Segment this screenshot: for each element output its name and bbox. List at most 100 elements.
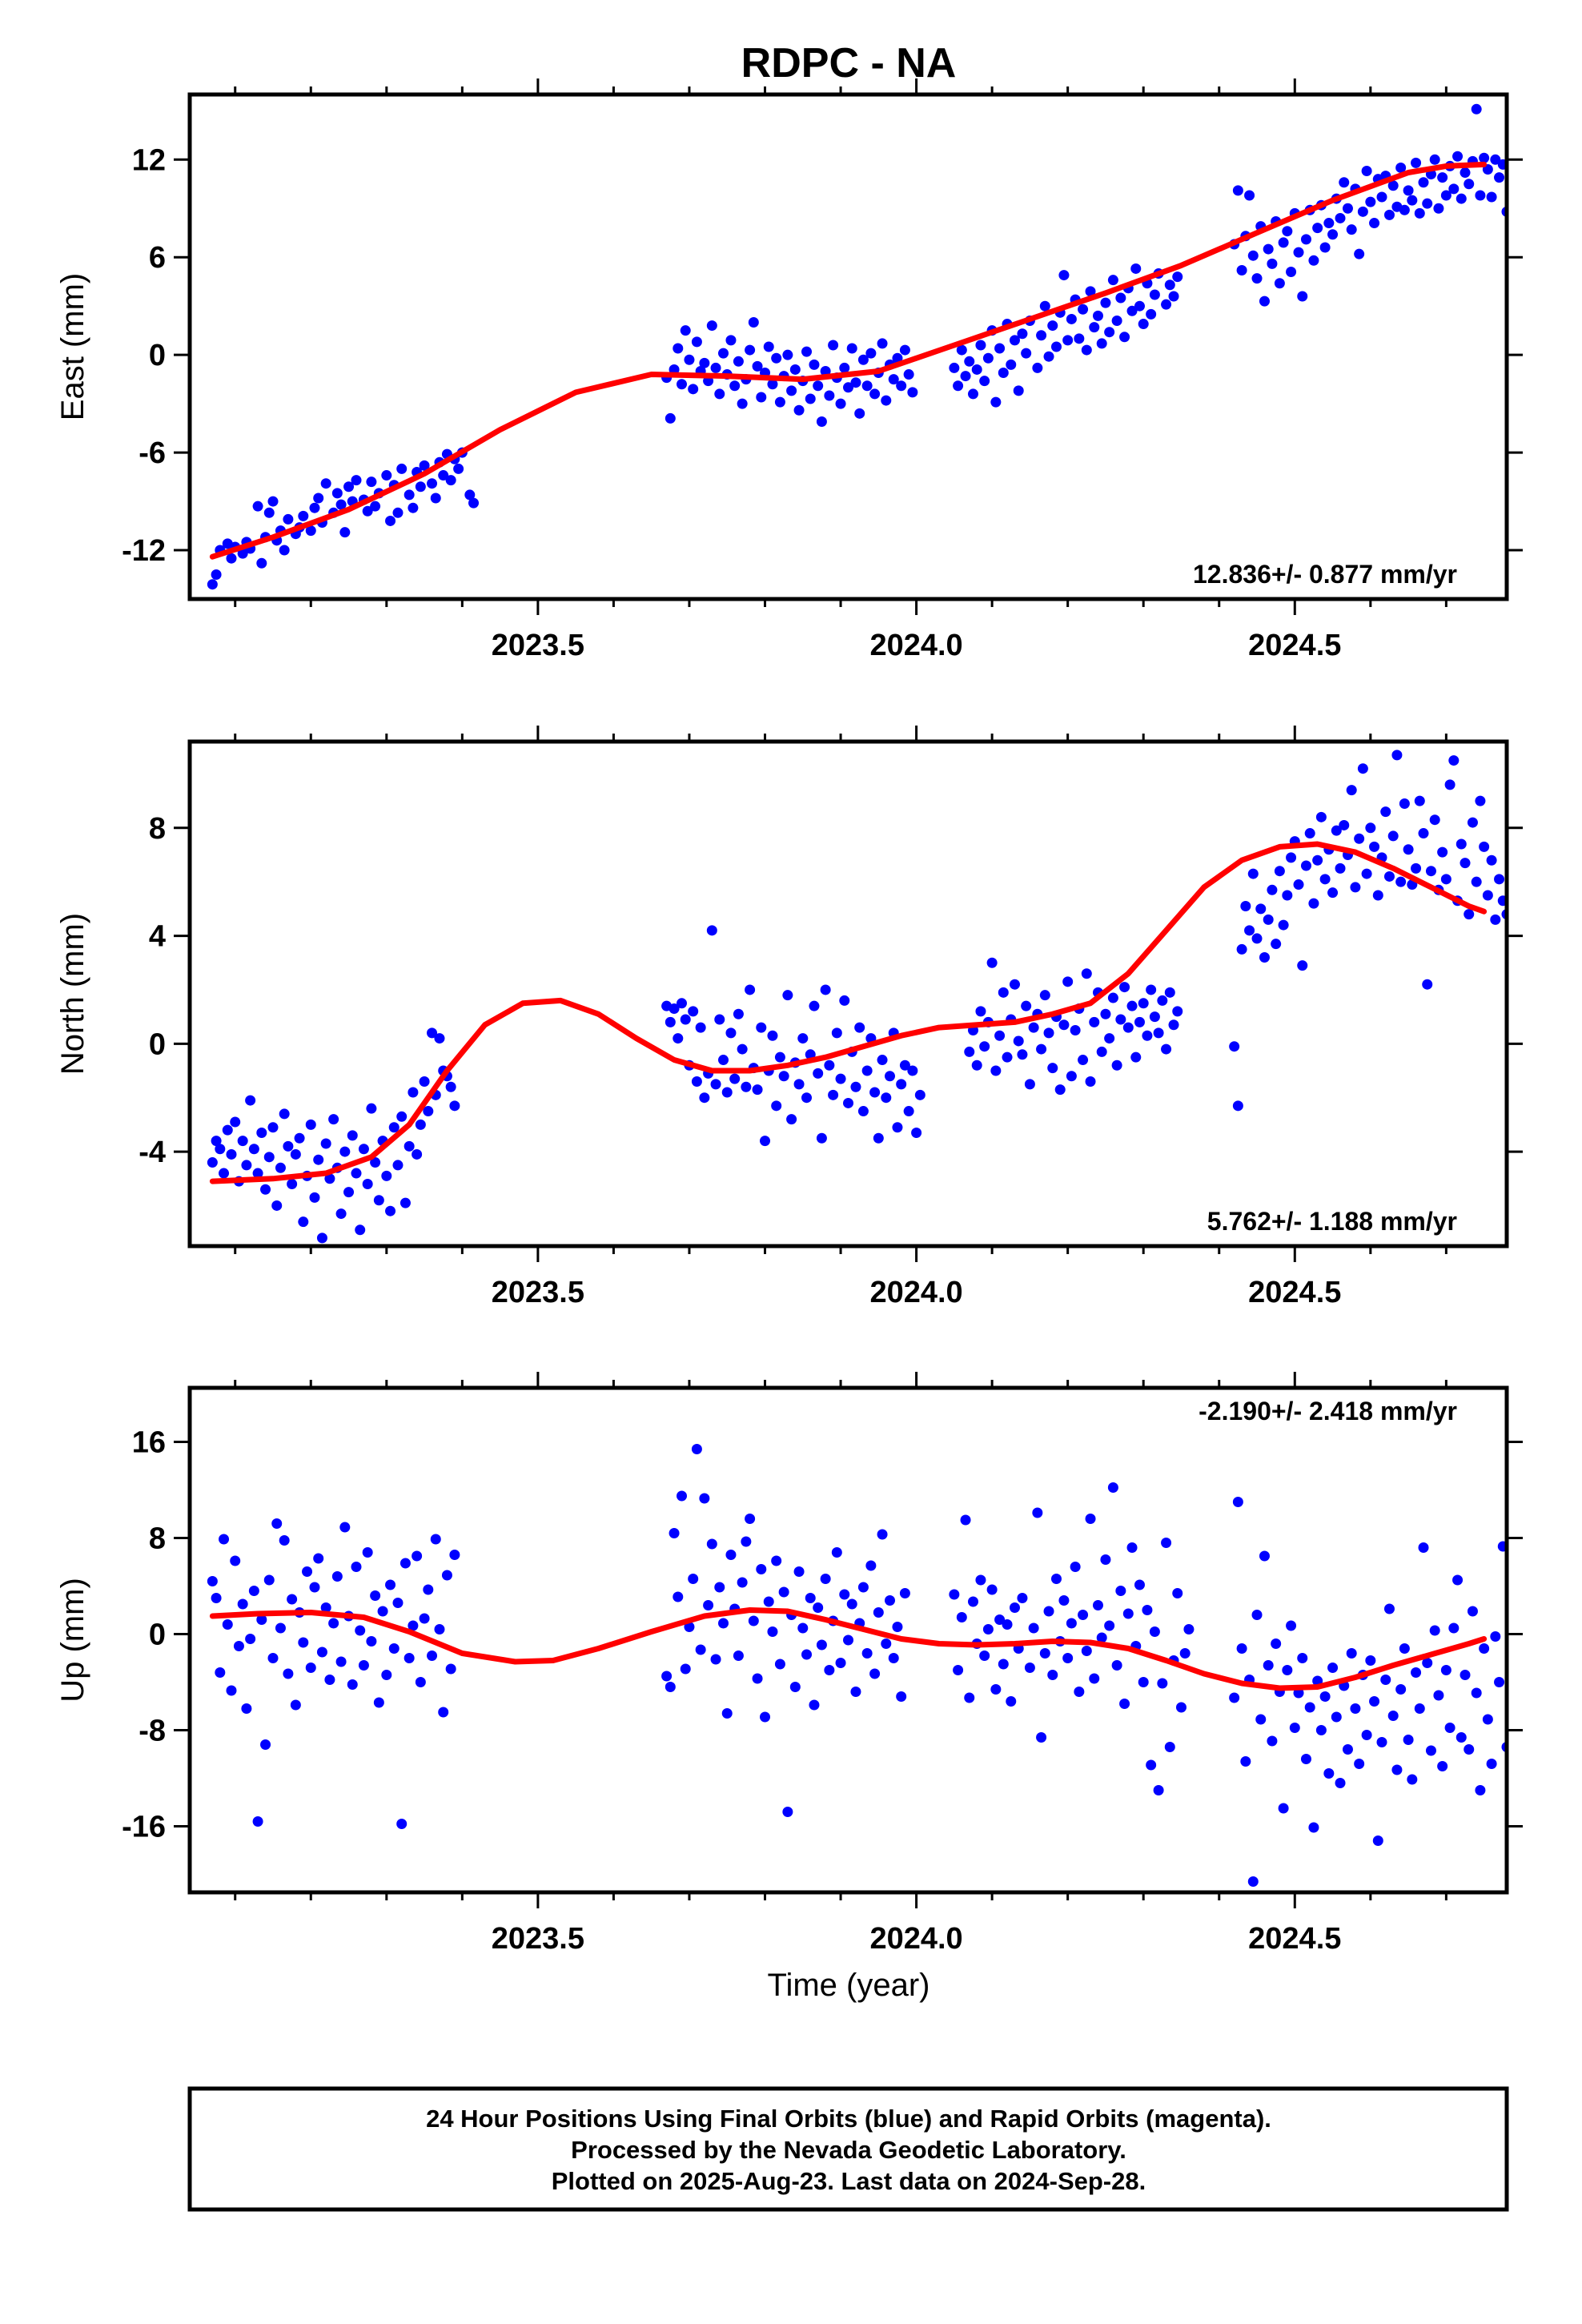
up-data-point — [710, 1654, 721, 1665]
east-data-point — [1081, 344, 1092, 356]
up-data-point — [706, 1538, 717, 1550]
east-data-point — [1017, 328, 1028, 340]
north-data-point — [1134, 1016, 1145, 1027]
north-data-point — [1335, 862, 1346, 874]
north-data-point — [355, 1224, 366, 1236]
up-data-point — [873, 1607, 884, 1618]
north-data-point — [990, 1065, 1002, 1076]
north-data-point — [279, 1108, 290, 1120]
north-data-point — [1047, 1063, 1058, 1074]
east-data-point — [857, 354, 869, 365]
east-data-point — [252, 501, 263, 512]
up-data-point — [695, 1644, 706, 1655]
north-data-point — [1267, 884, 1278, 895]
up-data-point — [1464, 1744, 1475, 1755]
east-data-point — [1293, 247, 1304, 258]
north-data-point — [408, 1087, 419, 1098]
up-data-point — [309, 1582, 320, 1593]
north-y-tick-label: -4 — [139, 1136, 166, 1169]
up-data-point — [756, 1564, 767, 1574]
up-data-point — [1278, 1803, 1289, 1814]
up-data-point — [1327, 1663, 1339, 1673]
north-data-point — [313, 1154, 324, 1165]
east-data-point — [1383, 209, 1395, 220]
north-data-point — [347, 1130, 358, 1141]
east-data-point — [1399, 204, 1410, 215]
east-data-point — [835, 398, 846, 409]
north-data-point — [813, 1068, 824, 1079]
east-data-point — [267, 496, 279, 507]
east-data-point — [237, 548, 248, 559]
up-data-point — [1002, 1619, 1013, 1630]
up-data-point — [1229, 1692, 1240, 1703]
north-data-point — [1096, 1046, 1107, 1057]
north-data-point — [688, 1006, 699, 1017]
north-data-point — [1278, 919, 1289, 931]
north-data-point — [1172, 1006, 1183, 1017]
up-data-point — [737, 1577, 748, 1588]
north-data-point — [998, 987, 1009, 998]
east-data-point — [767, 379, 778, 390]
east-data-point — [1327, 229, 1339, 240]
up-data-point — [445, 1663, 456, 1675]
up-data-point — [362, 1547, 373, 1558]
north-data-point — [892, 1122, 903, 1133]
east-data-point — [680, 325, 691, 336]
north-data-point — [699, 1092, 710, 1104]
east-data-point — [1403, 185, 1414, 196]
up-data-point — [302, 1566, 313, 1577]
up-data-point — [1126, 1542, 1138, 1553]
east-data-point — [1115, 292, 1126, 304]
north-data-point — [1297, 960, 1308, 971]
east-y-tick-label: 6 — [149, 241, 166, 275]
chart-title: RDPC - NA — [741, 40, 957, 86]
up-data-point — [1482, 1714, 1493, 1725]
up-data-point — [1372, 1835, 1383, 1846]
east-data-point — [956, 344, 967, 356]
up-data-point — [449, 1550, 460, 1560]
up-data-point — [888, 1653, 899, 1663]
north-data-point — [434, 1033, 445, 1044]
up-data-point — [1138, 1677, 1149, 1687]
east-y-tick-label: -12 — [122, 534, 166, 568]
up-data-point — [1297, 1653, 1308, 1663]
north-data-point — [911, 1128, 922, 1139]
east-data-point — [331, 488, 343, 499]
east-data-point — [1236, 264, 1247, 275]
east-data-point — [263, 507, 275, 518]
north-data-point — [400, 1197, 411, 1208]
up-data-point — [1100, 1554, 1111, 1565]
up-data-point — [839, 1589, 850, 1600]
east-data-point — [982, 352, 994, 364]
north-data-point — [1490, 914, 1501, 925]
east-data-point — [967, 388, 978, 400]
east-data-point — [1074, 333, 1085, 344]
east-data-point — [786, 385, 797, 396]
north-data-point — [316, 1232, 327, 1244]
up-data-point — [1361, 1730, 1372, 1740]
east-data-point — [1308, 255, 1319, 266]
east-data-point — [438, 470, 449, 481]
up-data-point — [998, 1659, 1009, 1670]
up-data-point — [801, 1649, 813, 1660]
east-data-point — [427, 478, 438, 489]
north-data-point — [271, 1200, 283, 1211]
north-data-point — [207, 1157, 218, 1168]
north-data-point — [857, 1106, 869, 1117]
up-data-point — [252, 1816, 263, 1827]
up-data-point — [1119, 1699, 1130, 1709]
north-data-point — [1236, 943, 1247, 955]
north-data-point — [222, 1124, 233, 1136]
east-data-point — [896, 380, 907, 392]
up-data-point — [1383, 1603, 1395, 1614]
up-data-point — [1251, 1610, 1263, 1620]
up-data-point — [813, 1602, 824, 1613]
north-data-point — [1002, 1051, 1013, 1063]
up-data-point — [665, 1682, 676, 1692]
up-data-point — [339, 1522, 351, 1533]
east-data-point — [1089, 322, 1100, 333]
north-data-point — [305, 1119, 316, 1130]
up-data-point — [986, 1584, 998, 1595]
north-data-point — [1319, 874, 1331, 885]
east-data-point — [419, 460, 430, 471]
